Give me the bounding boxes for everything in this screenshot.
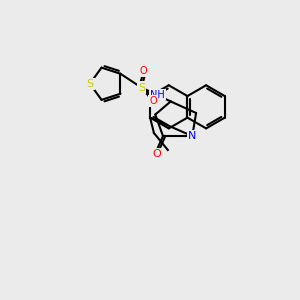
Text: N: N xyxy=(188,131,196,141)
Text: O: O xyxy=(139,66,147,76)
Text: O: O xyxy=(152,149,161,159)
Text: NH: NH xyxy=(150,89,165,100)
Text: S: S xyxy=(86,79,93,89)
Text: O: O xyxy=(149,96,157,106)
Text: S: S xyxy=(138,82,145,93)
